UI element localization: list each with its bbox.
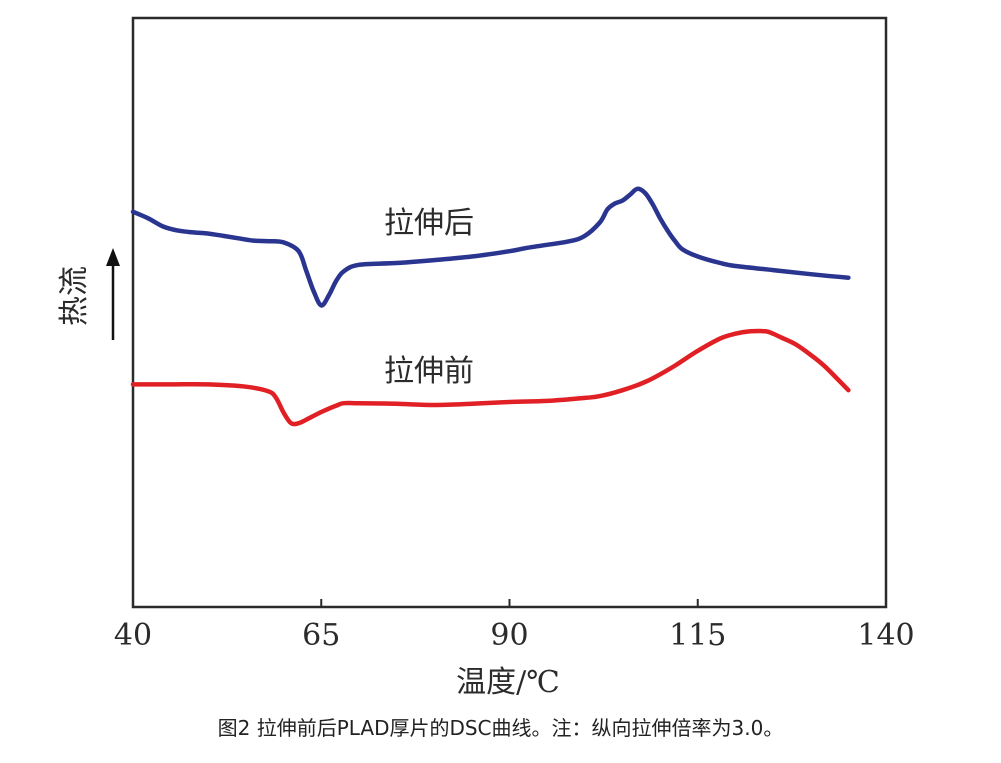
x-tick-label: 115 bbox=[669, 618, 726, 653]
x-tick-label: 40 bbox=[114, 618, 152, 653]
series-label-before-stretch: 拉伸前 bbox=[384, 354, 474, 389]
x-tick-label: 90 bbox=[490, 618, 528, 653]
series-line-before-stretch bbox=[130, 328, 851, 427]
x-tick-label: 140 bbox=[857, 618, 914, 653]
x-axis-title: 温度/℃ bbox=[456, 665, 560, 700]
plot-frame bbox=[131, 16, 888, 609]
series-label-after-stretch: 拉伸后 bbox=[384, 206, 474, 241]
x-tick-label: 65 bbox=[302, 618, 340, 653]
dsc-chart: 40 65 90 115 140 拉伸后 拉伸前 温度/℃ 热流 bbox=[57, 16, 915, 700]
figure-caption: 图2 拉伸前后PLAD厚片的DSC曲线。注：纵向拉伸倍率为3.0。 bbox=[217, 716, 784, 740]
series-line-after-stretch bbox=[130, 186, 851, 308]
y-axis-title: 热流 bbox=[57, 266, 92, 326]
y-axis-arrowhead bbox=[106, 248, 120, 266]
